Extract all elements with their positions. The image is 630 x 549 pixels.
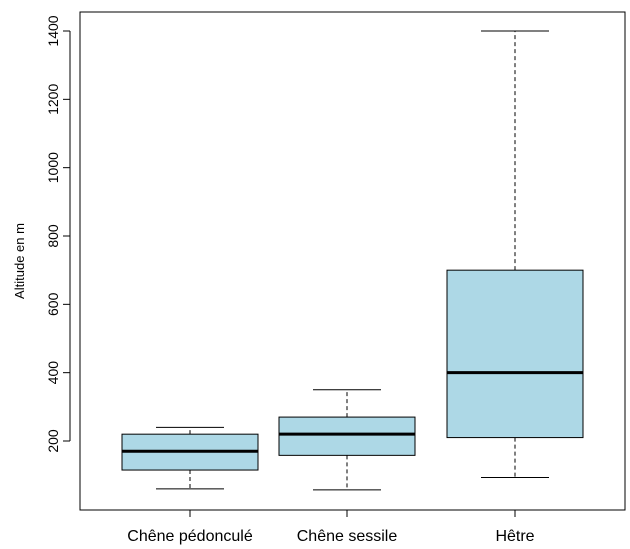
y-tick-label: 600 [45,292,61,316]
x-category-label: Chêne sessile [297,528,398,545]
x-axis-ticks: Chêne pédonculé Chêne sessile Hêtre [127,510,535,545]
plot-frame [79,11,626,511]
y-tick-label: 200 [45,429,61,453]
box-group [446,30,584,479]
y-tick-label: 400 [45,361,61,385]
y-axis-ticks: 200 400 600 800 1000 1200 1400 [45,15,70,453]
box-group [278,389,416,491]
box-group [121,426,259,490]
y-tick-label: 1000 [45,152,61,183]
iqr-box [278,416,416,456]
x-category-label: Hêtre [495,528,534,545]
iqr-box [446,269,584,439]
boxplot-boxes [121,30,584,491]
y-tick-label: 1400 [45,15,61,46]
y-tick-label: 800 [45,224,61,248]
y-axis-title: Altitude en m [12,223,27,299]
x-category-label: Chêne pédonculé [127,528,253,545]
y-tick-label: 1200 [45,84,61,115]
